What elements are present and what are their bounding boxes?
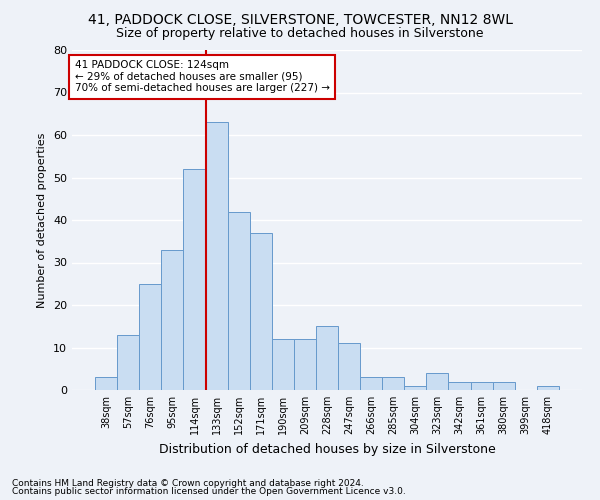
Bar [272, 339, 294, 390]
Bar [360, 378, 382, 390]
Bar [206, 122, 227, 390]
Bar [250, 233, 272, 390]
Bar [139, 284, 161, 390]
Text: Contains HM Land Registry data © Crown copyright and database right 2024.: Contains HM Land Registry data © Crown c… [12, 478, 364, 488]
Bar [537, 386, 559, 390]
Bar [184, 169, 206, 390]
Bar [448, 382, 470, 390]
Bar [316, 326, 338, 390]
Text: Size of property relative to detached houses in Silverstone: Size of property relative to detached ho… [116, 28, 484, 40]
X-axis label: Distribution of detached houses by size in Silverstone: Distribution of detached houses by size … [158, 442, 496, 456]
Bar [117, 335, 139, 390]
Y-axis label: Number of detached properties: Number of detached properties [37, 132, 47, 308]
Bar [470, 382, 493, 390]
Bar [338, 343, 360, 390]
Bar [404, 386, 427, 390]
Bar [427, 373, 448, 390]
Bar [95, 378, 117, 390]
Bar [227, 212, 250, 390]
Bar [161, 250, 184, 390]
Bar [493, 382, 515, 390]
Text: 41 PADDOCK CLOSE: 124sqm
← 29% of detached houses are smaller (95)
70% of semi-d: 41 PADDOCK CLOSE: 124sqm ← 29% of detach… [74, 60, 329, 94]
Text: Contains public sector information licensed under the Open Government Licence v3: Contains public sector information licen… [12, 487, 406, 496]
Bar [382, 378, 404, 390]
Text: 41, PADDOCK CLOSE, SILVERSTONE, TOWCESTER, NN12 8WL: 41, PADDOCK CLOSE, SILVERSTONE, TOWCESTE… [88, 12, 512, 26]
Bar [294, 339, 316, 390]
